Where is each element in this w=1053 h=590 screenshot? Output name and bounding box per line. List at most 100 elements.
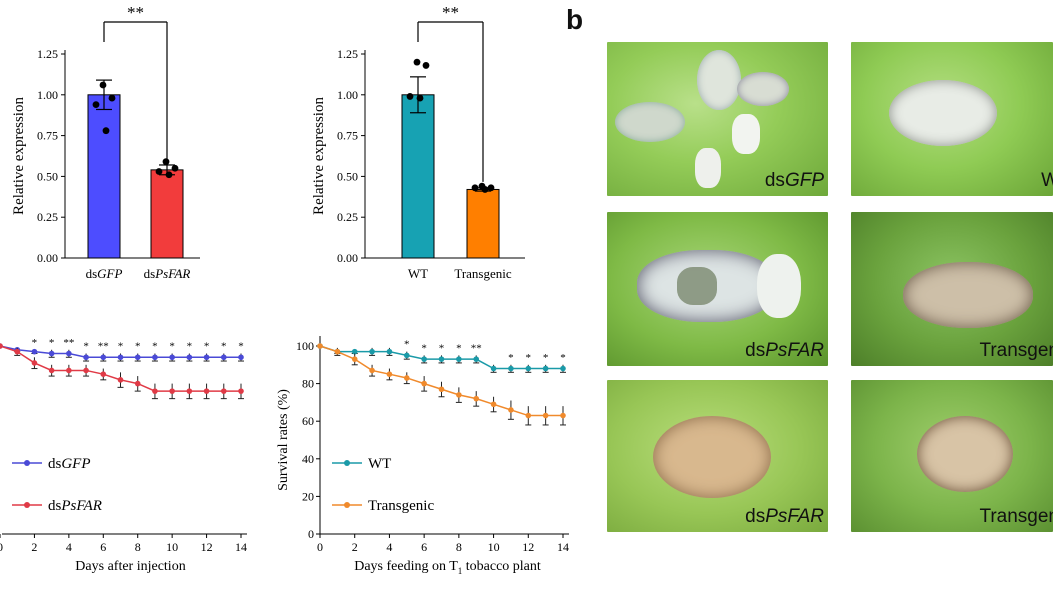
data-point bbox=[203, 388, 210, 394]
y-tick-label: 80 bbox=[302, 377, 314, 391]
sig-label: * bbox=[49, 337, 55, 349]
category-label: dsPsFAR bbox=[144, 266, 191, 281]
data-point bbox=[0, 343, 3, 349]
data-point bbox=[317, 343, 323, 349]
data-point bbox=[421, 356, 427, 362]
sig-label: * bbox=[543, 352, 549, 364]
data-point bbox=[66, 367, 72, 374]
x-axis-label: Days feeding on T1 tobacco plant bbox=[354, 559, 541, 576]
bar bbox=[87, 94, 121, 259]
data-point bbox=[48, 350, 55, 357]
data-point bbox=[490, 401, 497, 408]
data-point bbox=[334, 348, 341, 355]
legend-label: WT bbox=[368, 456, 391, 472]
x-tick-label: 12 bbox=[522, 540, 534, 554]
y-tick-label: 0.25 bbox=[337, 210, 358, 224]
photo-dsgfp: dsGFP bbox=[607, 42, 828, 196]
data-point bbox=[162, 158, 170, 166]
legend-label: dsPsFAR bbox=[48, 498, 102, 514]
y-axis-label: Relative expression bbox=[11, 97, 27, 215]
data-point bbox=[152, 354, 158, 361]
data-point bbox=[403, 375, 410, 381]
y-tick-label: 1.00 bbox=[337, 88, 358, 102]
y-tick-label: 0 bbox=[308, 527, 314, 541]
data-point bbox=[560, 365, 566, 372]
data-point bbox=[351, 348, 358, 355]
sig-label: ** bbox=[471, 342, 482, 354]
bar-chart-dsgfp-dspsfar: 0.00 0.25 0.50 0.75 1.00 1.25 Relative express… bbox=[11, 3, 200, 281]
data-point bbox=[369, 367, 375, 374]
photo-wt: W bbox=[851, 42, 1053, 196]
y-tick-label: 60 bbox=[302, 414, 314, 428]
data-point bbox=[100, 371, 107, 377]
bar bbox=[150, 169, 184, 259]
data-point bbox=[155, 168, 163, 175]
data-point bbox=[422, 62, 430, 69]
data-point bbox=[386, 348, 393, 355]
sig-label: * bbox=[560, 352, 566, 364]
x-tick-label: 6 bbox=[100, 540, 106, 554]
y-tick-label: 1.00 bbox=[37, 88, 58, 102]
x-tick-label: 12 bbox=[201, 540, 213, 554]
data-point bbox=[421, 380, 427, 387]
sig-label: * bbox=[238, 341, 244, 353]
photo-label: W bbox=[1041, 170, 1053, 191]
x-tick-label: 14 bbox=[235, 540, 247, 554]
data-point bbox=[438, 386, 445, 393]
data-point bbox=[31, 360, 38, 366]
data-point bbox=[83, 367, 89, 374]
y-tick-label: 0.75 bbox=[37, 129, 58, 143]
x-tick-label: 14 bbox=[557, 540, 569, 554]
x-tick-label: 4 bbox=[386, 540, 392, 554]
y-tick-label: 40 bbox=[302, 452, 314, 466]
data-point bbox=[92, 101, 100, 108]
legend-label: Transgenic bbox=[368, 498, 434, 514]
x-tick-label: 0 bbox=[317, 540, 323, 554]
sig-label: * bbox=[526, 352, 532, 364]
panel-letter-b: b bbox=[566, 4, 584, 35]
data-point bbox=[102, 127, 110, 135]
data-point bbox=[134, 380, 141, 387]
sig-label: * bbox=[404, 339, 410, 351]
category-label: WT bbox=[408, 266, 428, 281]
y-axis-label: Survival rates (%) bbox=[276, 389, 291, 491]
y-tick-label: 0.75 bbox=[337, 129, 358, 143]
data-point bbox=[508, 365, 514, 372]
sig-label: * bbox=[439, 342, 445, 354]
sig-label: * bbox=[187, 341, 193, 353]
data-point bbox=[490, 365, 497, 372]
sig-label: ** bbox=[63, 337, 74, 349]
sig-label: * bbox=[456, 342, 462, 354]
data-point bbox=[99, 81, 107, 89]
y-tick-label: 0.50 bbox=[37, 169, 58, 183]
data-point bbox=[471, 184, 479, 192]
data-point bbox=[542, 412, 549, 419]
photo-label: dsPsFAR bbox=[745, 340, 824, 361]
data-point bbox=[66, 350, 72, 357]
data-point bbox=[14, 348, 21, 355]
data-point bbox=[487, 184, 495, 192]
data-point bbox=[413, 58, 421, 66]
x-tick-label: 6 bbox=[421, 540, 427, 554]
y-axis-label: Relative expression bbox=[311, 97, 327, 215]
photo-label: Transgen bbox=[979, 506, 1053, 527]
y-tick-label: 0.00 bbox=[37, 251, 58, 265]
sig-label: * bbox=[135, 341, 141, 353]
data-point bbox=[169, 388, 175, 394]
legend-marker bbox=[344, 460, 350, 466]
x-tick-label: 8 bbox=[456, 540, 462, 554]
legend-label: dsGFP bbox=[48, 456, 91, 472]
data-point bbox=[525, 412, 532, 419]
x-tick-label: 8 bbox=[135, 540, 141, 554]
x-tick-label: 10 bbox=[166, 540, 178, 554]
data-point bbox=[165, 171, 173, 179]
sig-label: * bbox=[169, 341, 175, 353]
data-point bbox=[238, 388, 244, 394]
data-point bbox=[100, 354, 107, 361]
data-point bbox=[542, 365, 549, 372]
data-point bbox=[108, 94, 116, 102]
y-tick-label: 1.25 bbox=[337, 47, 358, 61]
category-label: dsGFP bbox=[86, 266, 123, 281]
y-tick-label: 100 bbox=[296, 339, 314, 353]
data-point bbox=[508, 407, 514, 413]
